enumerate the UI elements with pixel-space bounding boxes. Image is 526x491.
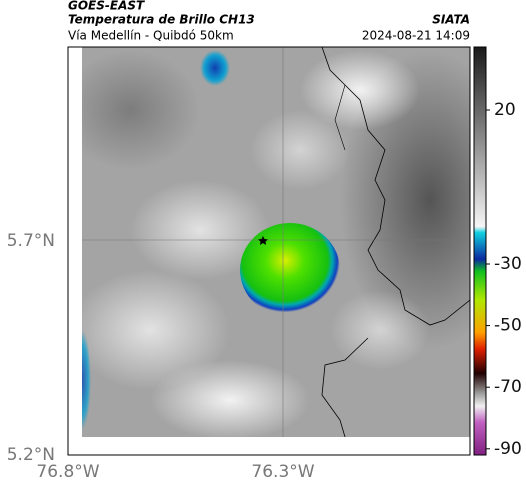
- colorbar: [473, 46, 487, 456]
- datetime: 2024-08-21 14:09: [362, 29, 470, 43]
- product: GOES-EAST: [68, 0, 145, 13]
- plot-frame: [67, 46, 471, 456]
- y-label: 5.2°N: [7, 445, 55, 465]
- y-label: 5.7°N: [7, 231, 55, 251]
- subtitle: Vía Medellín - Quibdó 50km: [68, 29, 234, 43]
- title: Temperatura de Brillo CH13: [68, 13, 255, 27]
- colorbar-tick-label: -30: [494, 254, 522, 274]
- satellite-image: [82, 47, 470, 437]
- x-label: 76.3°W: [251, 462, 314, 482]
- colorbar-tick-label: -90: [494, 439, 522, 459]
- x-label: 76.8°W: [36, 462, 99, 482]
- source: SIATA: [432, 13, 470, 27]
- colorbar-tick-label: -50: [494, 316, 522, 336]
- colorbar-tick-label: 20: [494, 100, 516, 120]
- colorbar-tick-label: -70: [494, 377, 522, 397]
- colorbar-ticks: 20 -30 -50 -70 -90: [486, 100, 522, 459]
